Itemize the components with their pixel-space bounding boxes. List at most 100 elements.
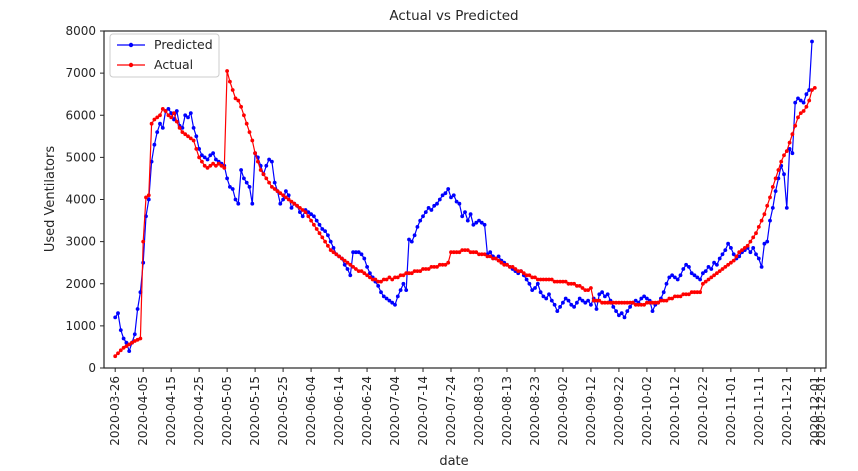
data-point-predicted (423, 210, 428, 215)
data-point-predicted (236, 201, 241, 206)
data-point-actual (625, 300, 630, 305)
x-tick-label: 2020-09-12 (584, 376, 598, 446)
data-point-actual (577, 284, 582, 288)
data-point-predicted (776, 176, 781, 181)
data-point-predicted (569, 302, 574, 307)
data-point-predicted (687, 265, 691, 269)
x-tick-label: 2020-10-02 (640, 376, 654, 446)
data-point-actual (407, 271, 411, 276)
data-point-actual (127, 342, 132, 347)
data-point-predicted (541, 294, 546, 299)
data-point-actual (253, 151, 257, 156)
data-point-predicted (692, 273, 697, 278)
data-point-predicted (233, 197, 238, 202)
data-point-actual (603, 300, 607, 305)
data-point-predicted (667, 275, 672, 280)
data-point-predicted (158, 121, 162, 126)
data-point-actual (765, 203, 770, 208)
data-point-predicted (695, 275, 700, 280)
data-point-predicted (264, 163, 269, 168)
data-point-predicted (622, 315, 627, 320)
data-point-actual (264, 176, 269, 181)
data-point-actual (242, 113, 246, 118)
data-point-predicted (359, 252, 364, 257)
data-point-actual (639, 302, 644, 307)
data-point-actual (477, 252, 481, 257)
data-point-actual (527, 273, 532, 278)
data-point-predicted (642, 294, 646, 299)
data-point-predicted (770, 206, 775, 210)
data-point-predicted (320, 227, 325, 231)
series-markers-actual (113, 69, 817, 359)
data-point-actual (186, 134, 190, 139)
data-point-predicted (281, 197, 285, 202)
data-point-actual (368, 275, 372, 280)
data-point-predicted (345, 267, 350, 271)
data-point-predicted (202, 155, 207, 160)
x-tick-label: 2020-05-15 (248, 376, 262, 446)
data-point-actual (673, 294, 677, 299)
data-point-actual (762, 212, 767, 217)
data-point-predicted (247, 185, 252, 189)
data-point-actual (505, 262, 509, 267)
data-point-actual (395, 275, 400, 280)
data-point-predicted (796, 96, 800, 101)
data-point-actual (183, 132, 188, 137)
data-point-actual (275, 189, 280, 194)
data-point-actual (449, 250, 453, 255)
data-point-predicted (404, 288, 409, 292)
data-point-actual (191, 138, 196, 143)
data-point-predicted (205, 157, 210, 162)
data-point-predicted (342, 262, 347, 267)
data-point-actual (642, 302, 646, 307)
data-point-predicted (561, 300, 565, 305)
data-point-actual (549, 277, 554, 282)
data-point-actual (317, 231, 322, 236)
data-point-actual (622, 300, 627, 305)
data-point-predicted (446, 187, 451, 191)
x-tick-label: 2020-04-25 (192, 376, 206, 446)
data-point-actual (659, 298, 663, 303)
data-point-actual (619, 300, 624, 305)
data-point-actual (575, 284, 579, 288)
data-point-predicted (351, 250, 355, 255)
data-point-actual (687, 292, 691, 297)
data-point-predicted (729, 246, 733, 250)
y-tick-label: 4000 (65, 193, 96, 207)
data-point-actual (776, 168, 781, 172)
data-point-predicted (250, 201, 255, 206)
x-tick-label: 2020-03-26 (108, 376, 122, 446)
data-point-actual (236, 98, 241, 103)
data-point-predicted (524, 277, 529, 282)
y-tick-label: 0 (88, 361, 96, 375)
data-point-actual (742, 246, 747, 250)
data-point-actual (488, 254, 493, 259)
data-point-actual (645, 300, 649, 305)
data-point-actual (510, 265, 515, 269)
data-point-actual (516, 269, 521, 273)
data-point-predicted (186, 115, 190, 120)
y-axis: 0 1000 2000 3000 4000 5000 6000 7000 8000 (65, 24, 104, 375)
data-point-actual (211, 161, 216, 166)
data-point-actual (463, 248, 467, 253)
data-point-predicted (549, 298, 554, 303)
data-point-predicted (127, 349, 132, 353)
data-point-predicted (312, 214, 316, 219)
x-axis: 2020-03-26 2020-04-05 2020-04-15 2020-04-25… (108, 368, 828, 446)
data-point-actual (689, 290, 694, 295)
data-point-actual (423, 267, 428, 271)
x-tick-label: 2020-11-11 (752, 376, 766, 446)
data-point-predicted (768, 218, 772, 223)
x-tick-label: 2020-05-05 (220, 376, 234, 446)
data-point-predicted (737, 254, 742, 259)
data-point-predicted (807, 88, 812, 92)
data-point-actual (328, 248, 333, 253)
data-point-predicted (286, 193, 291, 198)
data-point-actual (692, 290, 697, 295)
data-point-actual (647, 300, 652, 305)
data-point-predicted (379, 290, 383, 295)
data-point-predicted (200, 153, 204, 158)
data-point-predicted (617, 313, 621, 318)
data-point-predicted (748, 250, 753, 255)
